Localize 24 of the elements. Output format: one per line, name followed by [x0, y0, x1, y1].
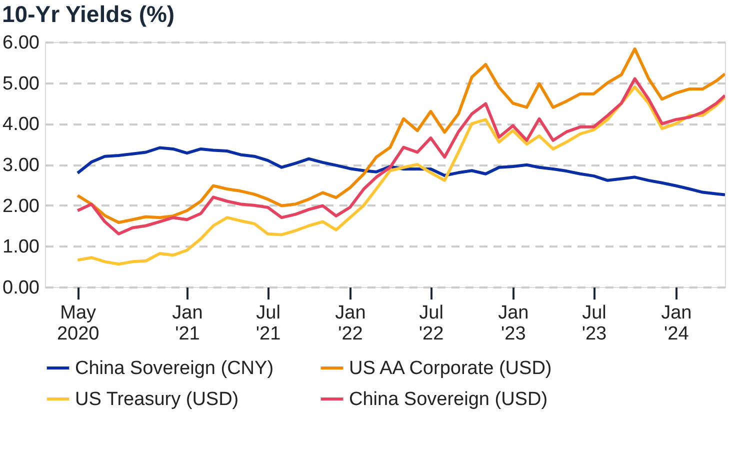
x-tick-label: Jul '21	[256, 302, 281, 344]
y-tick-label: 6.00	[2, 32, 40, 54]
line-series	[76, 146, 725, 196]
y-tick-label: 5.00	[2, 73, 40, 94]
x-tick-label: Jan '22	[335, 302, 366, 344]
x-tick-label: Jul '23	[582, 302, 607, 344]
x-tick-label: Jan '24	[661, 302, 692, 344]
y-tick-label: 2.00	[2, 196, 40, 217]
legend-label: China Sovereign (USD)	[349, 389, 548, 410]
line-series	[76, 47, 725, 224]
y-tick-label: 0.00	[2, 278, 40, 298]
legend-label: US Treasury (USD)	[75, 389, 239, 410]
legend-label: China Sovereign (CNY)	[75, 358, 274, 379]
line-series	[76, 85, 725, 266]
y-tick-label: 1.00	[2, 236, 40, 258]
x-tick-label: Jan '23	[498, 302, 529, 344]
y-tick-label: 3.00	[2, 155, 40, 176]
y-tick-label: 4.00	[2, 114, 40, 136]
x-tick-label: Jan '21	[172, 302, 203, 344]
legend-label: US AA Corporate (USD)	[349, 358, 552, 379]
x-tick-label: May 2020	[56, 302, 100, 344]
chart-title: 10-Yr Yields (%)	[2, 1, 175, 27]
line-series	[76, 77, 725, 236]
x-tick-label: Jul '22	[418, 302, 444, 344]
